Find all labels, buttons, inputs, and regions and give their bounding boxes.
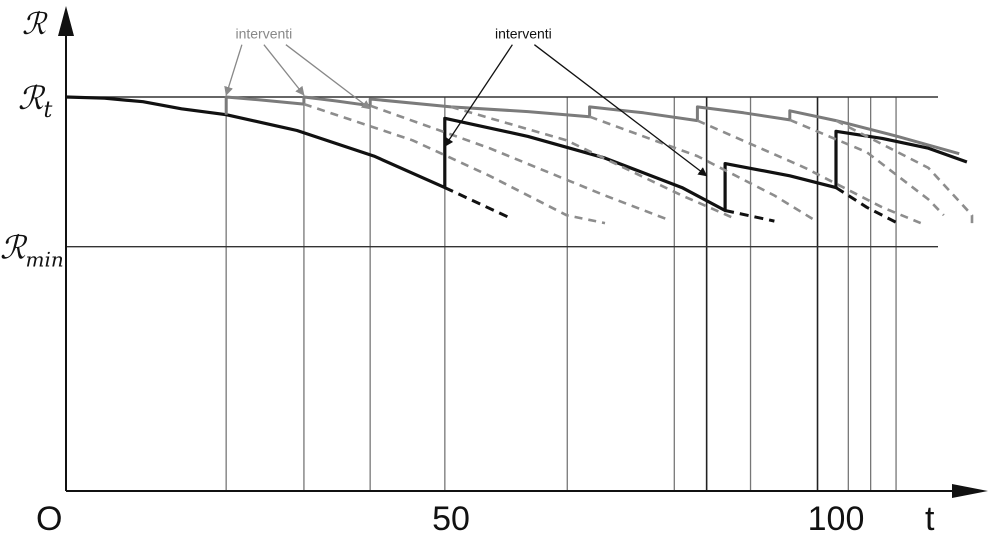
- series-gray-dashed-10: [696, 119, 922, 225]
- y-axis-arrow-icon: [58, 6, 74, 36]
- annotation-arrow-1-1: [224, 44, 243, 96]
- annotation-layer: interventi interventi: [224, 26, 708, 177]
- x-axis-label: t: [925, 500, 935, 538]
- origin-label: O: [36, 500, 62, 538]
- series-black-dashed-3: [444, 186, 514, 221]
- reference-lines: [66, 96, 938, 248]
- intervention-lines: [225, 97, 897, 491]
- series-gray-dashed-7: [369, 104, 668, 221]
- series-gray-dashed-6: [303, 102, 606, 225]
- series-gray-dashed-8: [450, 105, 737, 221]
- series-black-dashed-4: [724, 209, 775, 223]
- series-gray-dashed-12: [835, 119, 974, 227]
- x-tick-label-50: 50: [432, 500, 470, 538]
- annotation-arrow-1-2: [263, 44, 305, 96]
- x-tick-label-100: 100: [808, 500, 865, 538]
- annotation-label-2: interventi: [495, 26, 552, 42]
- x-axis-arrow-icon: [952, 484, 988, 498]
- annotation-label-1: interventi: [235, 26, 292, 42]
- series-black-dashed-5: [835, 186, 899, 225]
- annotation-arrow-2-1: [444, 44, 513, 147]
- series-layer: [65, 95, 974, 227]
- x-tick-labels: 50 100: [432, 500, 864, 538]
- rmin-label: ℛmin: [0, 229, 64, 272]
- annotation-arrow-2-2: [533, 44, 708, 177]
- series-gray-dashed-9: [589, 115, 814, 221]
- y-level-labels: ℛt ℛmin: [0, 79, 64, 272]
- series-gray-dashed-11: [789, 118, 945, 217]
- y-axis-label: ℛ: [22, 7, 48, 42]
- rt-label: ℛt: [18, 79, 53, 123]
- series-black-solid-1: [65, 95, 968, 213]
- annotation-arrow-1-3: [285, 44, 371, 110]
